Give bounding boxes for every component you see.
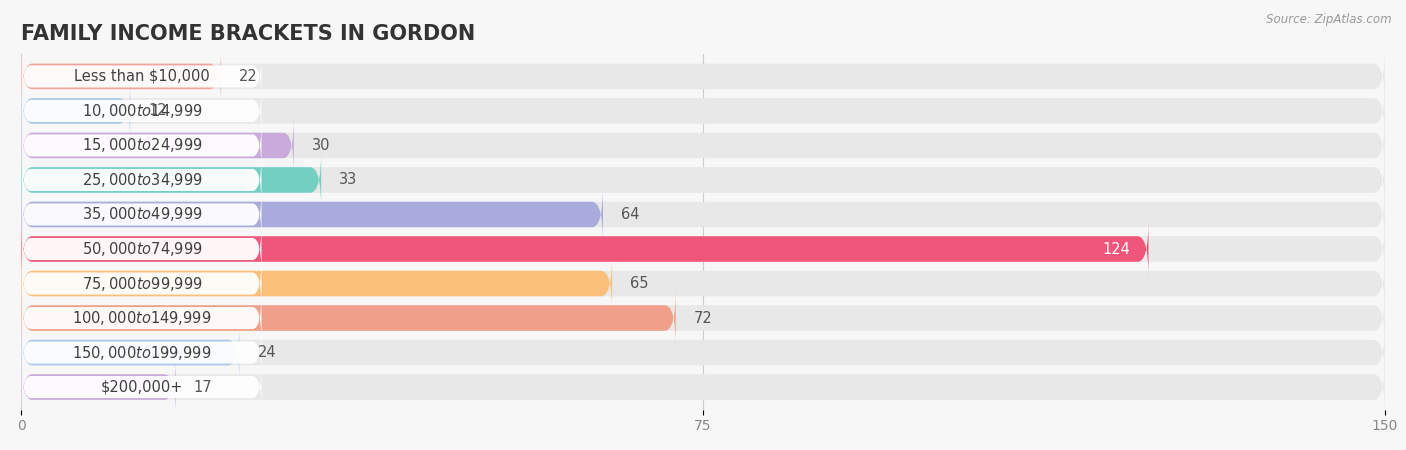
Text: $100,000 to $149,999: $100,000 to $149,999 [72,309,212,327]
FancyBboxPatch shape [21,289,1385,346]
Text: 124: 124 [1102,242,1130,256]
FancyBboxPatch shape [21,225,262,273]
Text: 17: 17 [194,379,212,395]
FancyBboxPatch shape [21,151,1385,209]
FancyBboxPatch shape [21,329,262,376]
Text: 22: 22 [239,69,259,84]
Text: 33: 33 [339,172,357,188]
FancyBboxPatch shape [21,48,221,105]
FancyBboxPatch shape [21,157,262,203]
FancyBboxPatch shape [21,358,176,416]
FancyBboxPatch shape [21,364,262,410]
FancyBboxPatch shape [21,220,1385,278]
FancyBboxPatch shape [21,295,262,342]
FancyBboxPatch shape [21,260,262,307]
Text: 24: 24 [257,345,276,360]
Text: Source: ZipAtlas.com: Source: ZipAtlas.com [1267,14,1392,27]
Text: 64: 64 [621,207,640,222]
Text: $75,000 to $99,999: $75,000 to $99,999 [82,274,202,292]
FancyBboxPatch shape [21,220,1149,278]
FancyBboxPatch shape [21,324,239,381]
Text: $50,000 to $74,999: $50,000 to $74,999 [82,240,202,258]
FancyBboxPatch shape [21,151,321,209]
FancyBboxPatch shape [21,191,262,238]
Text: 30: 30 [312,138,330,153]
Text: $35,000 to $49,999: $35,000 to $49,999 [82,206,202,224]
FancyBboxPatch shape [21,53,262,100]
FancyBboxPatch shape [21,324,1385,381]
FancyBboxPatch shape [21,117,1385,174]
FancyBboxPatch shape [21,186,1385,243]
FancyBboxPatch shape [21,87,262,135]
FancyBboxPatch shape [21,358,1385,416]
FancyBboxPatch shape [21,82,131,140]
FancyBboxPatch shape [21,289,676,346]
Text: $25,000 to $34,999: $25,000 to $34,999 [82,171,202,189]
Text: $15,000 to $24,999: $15,000 to $24,999 [82,136,202,154]
FancyBboxPatch shape [21,186,603,243]
FancyBboxPatch shape [21,122,262,169]
FancyBboxPatch shape [21,117,294,174]
Text: $150,000 to $199,999: $150,000 to $199,999 [72,343,212,361]
FancyBboxPatch shape [21,82,1385,140]
Text: Less than $10,000: Less than $10,000 [75,69,209,84]
Text: 12: 12 [149,104,167,118]
Text: 65: 65 [630,276,648,291]
Text: $200,000+: $200,000+ [101,379,183,395]
FancyBboxPatch shape [21,48,1385,105]
Text: 72: 72 [695,310,713,325]
FancyBboxPatch shape [21,255,1385,312]
FancyBboxPatch shape [21,255,612,312]
Text: FAMILY INCOME BRACKETS IN GORDON: FAMILY INCOME BRACKETS IN GORDON [21,24,475,44]
Text: $10,000 to $14,999: $10,000 to $14,999 [82,102,202,120]
